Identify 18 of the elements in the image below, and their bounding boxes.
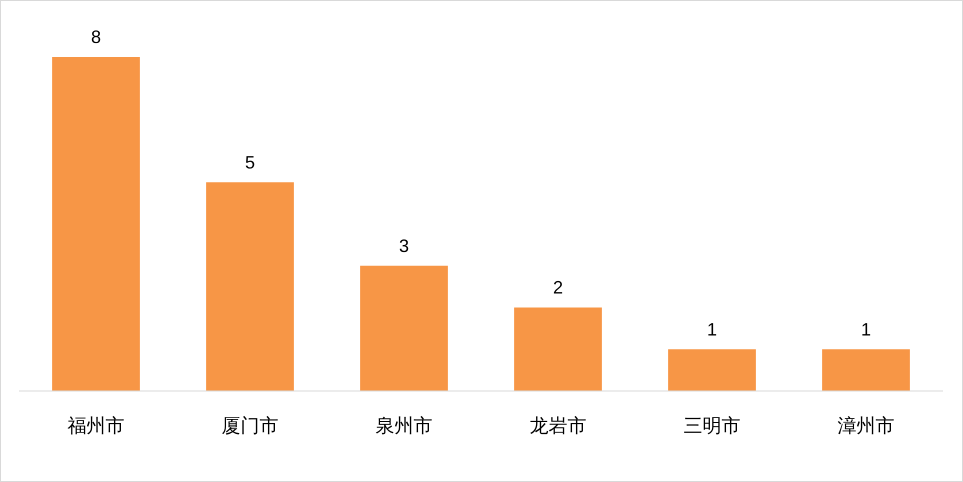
data-label: 1: [860, 319, 872, 340]
x-tick-label: 泉州市: [376, 415, 432, 437]
data-label: 2: [552, 278, 564, 298]
data-label: 8: [90, 27, 102, 47]
bar: [668, 349, 756, 391]
data-label: 3: [398, 236, 410, 256]
bar: [514, 308, 602, 391]
x-tick-label: 三明市: [684, 415, 740, 437]
data-label: 5: [244, 152, 256, 172]
x-tick-label: 龙岩市: [530, 415, 586, 437]
bar: [822, 349, 910, 391]
x-tick-label: 厦门市: [222, 415, 278, 437]
bar: [360, 266, 448, 391]
bar: [206, 182, 294, 391]
x-tick-label: 福州市: [68, 415, 124, 437]
x-tick-label: 漳州市: [838, 415, 894, 437]
data-label: 1: [706, 319, 718, 340]
bar: [52, 57, 140, 391]
